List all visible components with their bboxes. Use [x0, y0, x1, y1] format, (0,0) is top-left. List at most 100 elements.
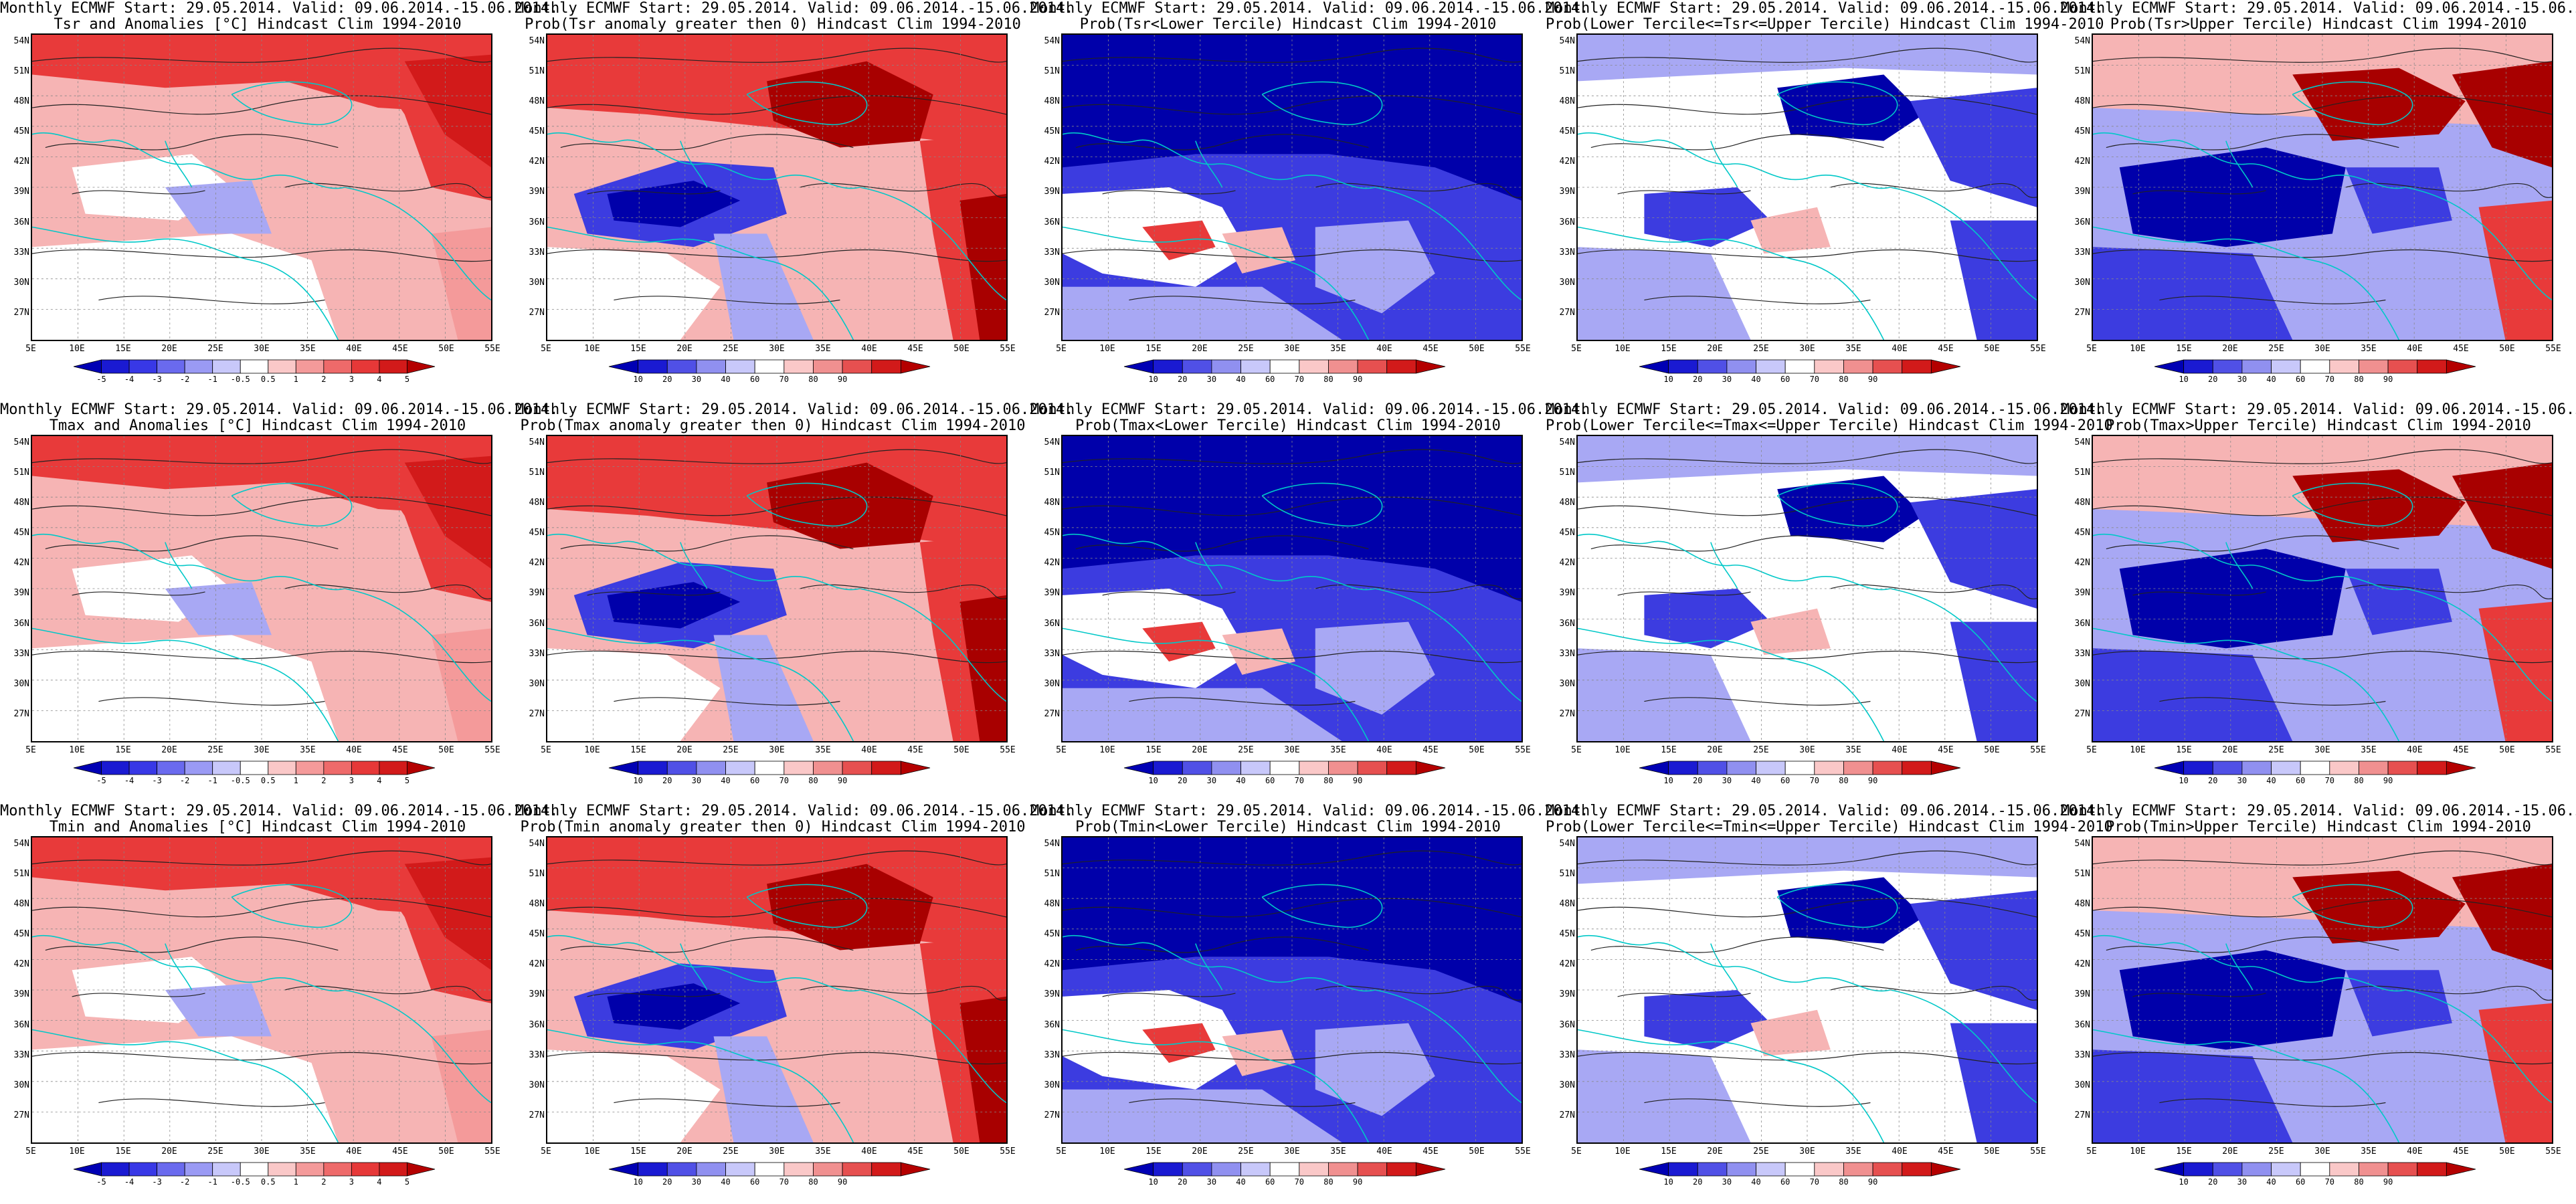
colorbar-swatch — [1639, 761, 1669, 775]
longitude-tick-label: 55E — [2030, 1146, 2046, 1157]
colorbar-tick-label: 60 — [2295, 1177, 2306, 1187]
colorbar-swatch — [2183, 359, 2213, 374]
colorbar-tick-label: 30 — [691, 1177, 702, 1187]
longitude-tick-label: 15E — [630, 344, 646, 354]
latitude-tick-label: 48N — [1559, 96, 1575, 107]
map-panel: Monthly ECMWF Start: 29.05.2014. Valid: … — [2061, 803, 2576, 1204]
colorbar-swatch — [1328, 761, 1358, 775]
colorbar-tick-label: 60 — [1265, 776, 1275, 785]
colorbar-tick-label: -3 — [152, 1177, 162, 1187]
colorbar-swatch — [101, 761, 130, 775]
colorbar-swatch — [1299, 1162, 1329, 1177]
colorbar-tick-label: 90 — [837, 375, 848, 384]
latitude-tick-label: 51N — [529, 869, 545, 880]
longitude-tick-label: 45E — [907, 745, 923, 755]
colorbar-tick-label: 40 — [1236, 776, 1246, 785]
colorbar-tick-label: 20 — [1693, 1177, 1703, 1187]
longitude-tick-label: 20E — [161, 745, 177, 755]
colorbar-tick-label: 80 — [1839, 776, 1849, 785]
colorbar-tick-label: 40 — [2266, 375, 2276, 384]
longitude-tick-label: 20E — [2222, 344, 2238, 354]
latitude-tick-label: 39N — [13, 588, 29, 599]
map-grid — [32, 837, 491, 1142]
latitude-tick-label: 45N — [13, 528, 29, 538]
colorbar-swatch — [1814, 1162, 1844, 1177]
colorbar-tick-label: 20 — [662, 776, 672, 785]
colorbar-swatch — [2329, 1162, 2359, 1177]
latitude-tick-label: 48N — [529, 498, 545, 508]
longitude-tick-label: 40E — [861, 344, 877, 354]
longitude-tick-label: 45E — [907, 1146, 923, 1157]
longitude-tick-label: 10E — [1615, 1146, 1631, 1157]
colorbar-tick-label: 20 — [2208, 1177, 2218, 1187]
colorbar-swatch — [1386, 359, 1416, 374]
colorbar-swatch — [1930, 359, 1961, 374]
longitude-tick-label: 30E — [2314, 1146, 2330, 1157]
colorbar-tick-label: 3 — [349, 1177, 354, 1187]
latitude-tick-label: 36N — [529, 618, 545, 629]
colorbar-tick-label: 10 — [1663, 375, 1673, 384]
field-region — [547, 1049, 721, 1142]
colorbar-swatch — [2387, 359, 2418, 374]
colorbar-tick-label: 60 — [1265, 1177, 1275, 1187]
latitude-tick-label: 36N — [1044, 1019, 1060, 1030]
colorbar-tick-label: 40 — [721, 776, 731, 785]
map-panel: Monthly ECMWF Start: 29.05.2014. Valid: … — [0, 0, 558, 401]
colorbar-tick-label: 80 — [1839, 1177, 1849, 1187]
panel-title-run-info: Monthly ECMWF Start: 29.05.2014. Valid: … — [1546, 0, 2104, 17]
colorbar-swatch — [351, 761, 380, 775]
colorbar — [2061, 357, 2576, 376]
colorbar-tick-label: 90 — [1867, 776, 1878, 785]
colorbar-swatch — [1182, 359, 1212, 374]
longitude-tick-label: 20E — [1707, 344, 1723, 354]
contour-lines — [32, 449, 491, 706]
colorbar-swatch — [351, 359, 380, 374]
colorbar-tick-label: 0.5 — [260, 776, 276, 785]
colorbar-tick-label: 20 — [1693, 375, 1703, 384]
panel-title-run-info: Monthly ECMWF Start: 29.05.2014. Valid: … — [1546, 401, 2104, 418]
longitude-tick-label: 40E — [1892, 344, 1908, 354]
colorbar-tick-label: 80 — [2354, 1177, 2364, 1187]
colorbar-tick-label: 70 — [2324, 776, 2335, 785]
latitude-tick-label: 39N — [1559, 187, 1575, 197]
latitude-tick-label: 48N — [13, 498, 29, 508]
field-region — [1063, 436, 1522, 602]
colorbar-swatch — [1639, 1162, 1669, 1177]
colorbar-swatch — [379, 359, 407, 374]
latitude-tick-label: 39N — [1044, 588, 1060, 599]
field-region — [1315, 1023, 1435, 1116]
colorbar-swatch — [184, 761, 213, 775]
longitude-tick-label: 40E — [861, 745, 877, 755]
colorbar-tick-label: 0.5 — [260, 375, 276, 384]
colorbar-tick-label: 30 — [1206, 375, 1217, 384]
longitude-tick-label: 50E — [1984, 1146, 2000, 1157]
colorbar-tick-label: 40 — [721, 375, 731, 384]
colorbar-tick-label: 90 — [1352, 1177, 1363, 1187]
colorbar-swatch — [2183, 1162, 2213, 1177]
contour-lines — [1063, 449, 1522, 706]
field-region — [2478, 1003, 2552, 1142]
panel-title-variable: Prob(Lower Tercile<=Tmin<=Upper Tercile)… — [1546, 819, 2113, 835]
latitude-tick-label: 54N — [1559, 839, 1575, 849]
latitude-tick-label: 33N — [529, 648, 545, 659]
longitude-tick-label: 55E — [2545, 1146, 2561, 1157]
longitude-tick-label: 55E — [1000, 745, 1016, 755]
colorbar-tick-label: 30 — [691, 776, 702, 785]
latitude-tick-label: 33N — [13, 1049, 29, 1060]
latitude-tick-label: 27N — [529, 708, 545, 719]
field-region — [959, 193, 1006, 340]
latitude-tick-label: 48N — [1044, 899, 1060, 910]
latitude-tick-label: 33N — [1559, 247, 1575, 258]
colorbar-tick-label: 1 — [293, 776, 298, 785]
map-frame — [546, 435, 1008, 742]
longitude-tick-label: 25E — [1238, 344, 1254, 354]
latitude-tick-label: 36N — [1559, 1019, 1575, 1030]
longitude-tick-label: 25E — [1238, 745, 1254, 755]
map-panel: Monthly ECMWF Start: 29.05.2014. Valid: … — [2061, 0, 2576, 401]
colorbar-tick-label: 20 — [2208, 776, 2218, 785]
field-region — [2292, 870, 2466, 944]
longitude-tick-label: 50E — [1469, 745, 1485, 755]
coastline — [1063, 81, 1522, 340]
colorbar-tick-label: 60 — [1780, 375, 1790, 384]
field-region — [32, 635, 339, 741]
